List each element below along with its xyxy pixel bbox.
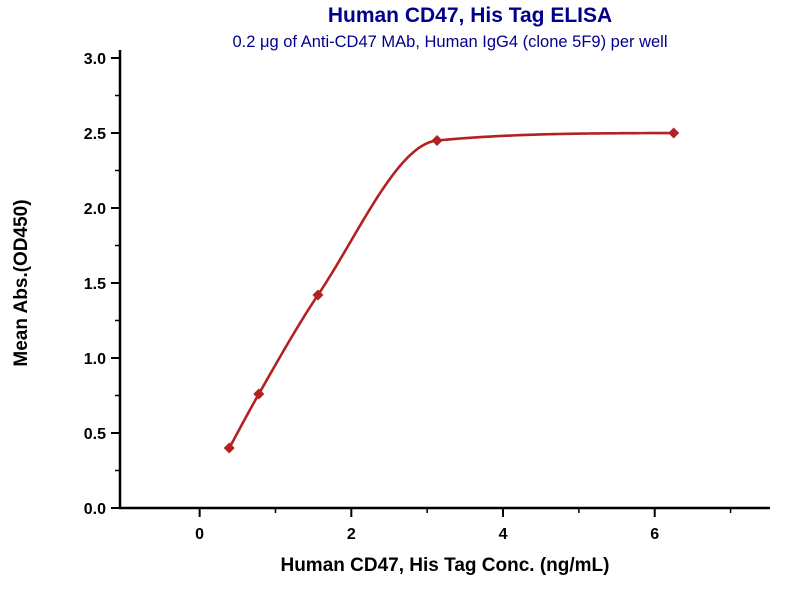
y-tick-label: 0.5 [84,426,106,443]
chart-title: Human CD47, His Tag ELISA [327,4,613,27]
x-tick-label: 2 [347,526,356,543]
data-point-marker [431,135,443,146]
x-tick-label: 6 [650,526,659,543]
y-tick-label: 0.0 [84,501,106,518]
y-tick-label: 1.0 [84,351,106,368]
fit-curve [227,131,675,450]
data-point-marker [223,442,235,454]
chart-subtitle: 0.2 μg of Anti-CD47 MAb, Human IgG4 (clo… [232,33,668,51]
y-tick-label: 2.0 [84,201,106,218]
data-point-marker [253,388,265,400]
x-axis-label: Human CD47, His Tag Conc. (ng/mL) [280,555,610,576]
y-tick-label: 3.0 [84,51,106,68]
y-tick-label: 1.5 [84,276,106,293]
data-point-marker [312,289,324,301]
x-tick-label: 0 [195,526,204,543]
data-point-marker [668,127,680,139]
x-tick-label: 4 [499,526,508,543]
y-tick-label: 2.5 [84,126,106,143]
